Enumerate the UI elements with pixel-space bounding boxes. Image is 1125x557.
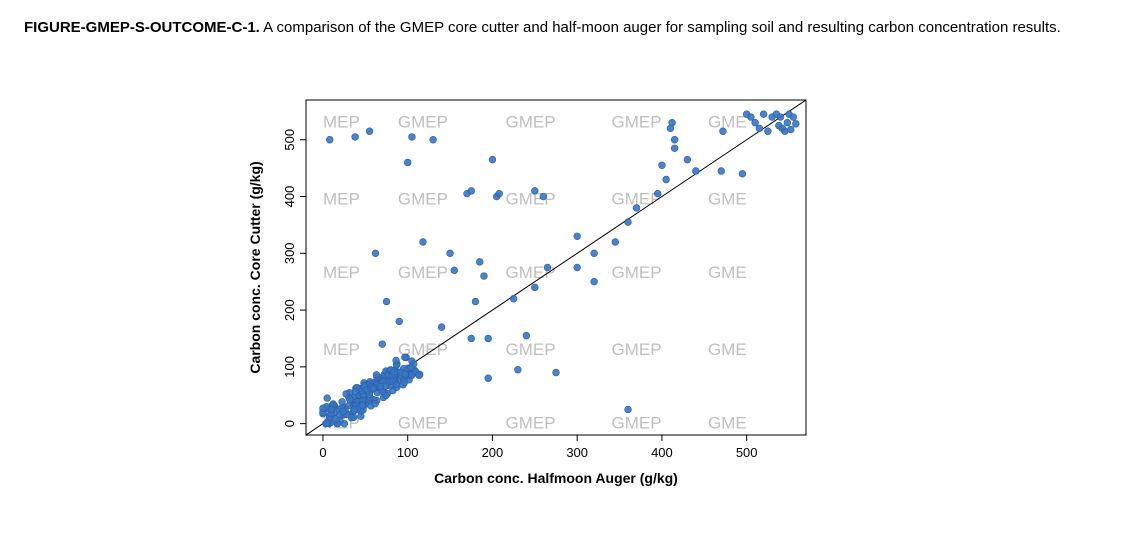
scatter-chart: MEP GMEP GMEP GMEP GME MEP GMEP GMEP GMEP GME MEP G… — [220, 92, 860, 532]
chart-svg: MEP GMEP GMEP GMEP GME MEP GMEP GMEP GMEP GME MEP G… — [220, 92, 860, 532]
svg-text:GMEP: GMEP — [506, 340, 556, 359]
svg-text:MEP: MEP — [323, 113, 360, 132]
svg-text:GMEP: GMEP — [398, 113, 448, 132]
svg-text:GMEP: GMEP — [398, 189, 448, 208]
svg-text:200: 200 — [482, 445, 504, 460]
svg-text:MEP: MEP — [323, 189, 360, 208]
svg-text:300: 300 — [282, 242, 297, 264]
svg-text:GMEP: GMEP — [611, 113, 661, 132]
svg-text:MEP: MEP — [323, 340, 360, 359]
svg-text:GME: GME — [708, 414, 747, 433]
svg-text:GMEP: GMEP — [611, 263, 661, 282]
svg-text:GMEP: GMEP — [398, 263, 448, 282]
svg-text:400: 400 — [282, 186, 297, 208]
svg-text:GMEP: GMEP — [506, 113, 556, 132]
svg-text:Carbon conc. Core Cutter (g/kg: Carbon conc. Core Cutter (g/kg) — [247, 161, 263, 373]
svg-text:GMEP: GMEP — [398, 414, 448, 433]
svg-text:0: 0 — [319, 445, 326, 460]
svg-text:GME: GME — [708, 113, 747, 132]
svg-text:400: 400 — [651, 445, 673, 460]
svg-text:MEP: MEP — [323, 263, 360, 282]
svg-text:GMEP: GMEP — [611, 414, 661, 433]
svg-text:Carbon conc. Halfmoon Auger (g: Carbon conc. Halfmoon Auger (g/kg) — [434, 470, 678, 486]
svg-text:GMEP: GMEP — [611, 340, 661, 359]
figure-caption: FIGURE-GMEP-S-OUTCOME-C-1. A comparison … — [24, 18, 1101, 38]
svg-text:500: 500 — [282, 129, 297, 151]
figure-caption-text: A comparison of the GMEP core cutter and… — [260, 19, 1061, 36]
svg-text:200: 200 — [282, 299, 297, 321]
svg-text:500: 500 — [736, 445, 758, 460]
svg-text:300: 300 — [566, 445, 588, 460]
svg-text:100: 100 — [397, 445, 419, 460]
svg-text:GME: GME — [708, 263, 747, 282]
svg-text:0: 0 — [282, 420, 297, 427]
svg-text:GME: GME — [708, 340, 747, 359]
svg-text:GME: GME — [708, 189, 747, 208]
svg-text:100: 100 — [282, 356, 297, 378]
svg-text:GMEP: GMEP — [506, 414, 556, 433]
svg-text:GMEP: GMEP — [506, 189, 556, 208]
figure-id: FIGURE-GMEP-S-OUTCOME-C-1. — [24, 19, 260, 36]
